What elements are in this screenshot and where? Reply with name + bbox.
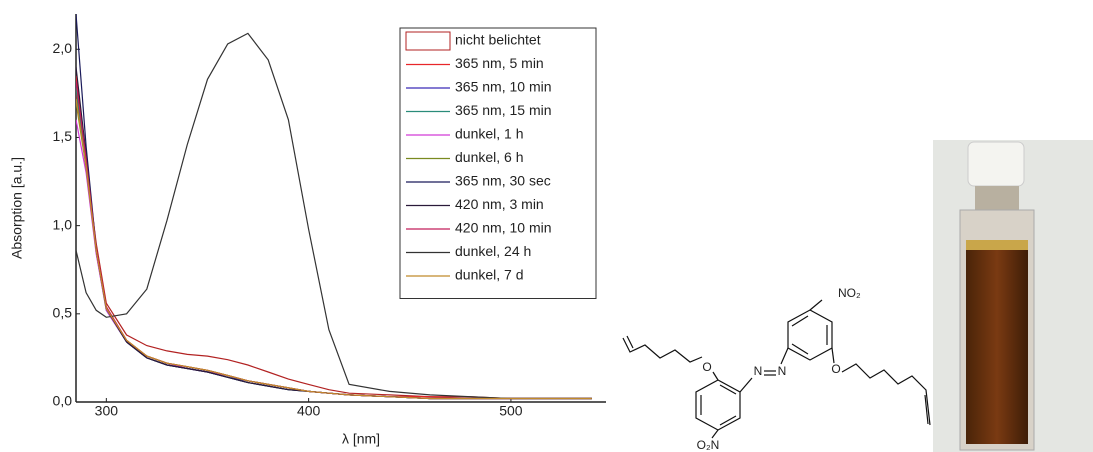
atom-label: N [778,364,787,378]
n-bond [739,377,753,393]
series-line [76,98,592,400]
x-tick-label: 500 [499,403,523,419]
y-tick-label: 2,0 [53,40,73,56]
x-tick-label: 400 [297,403,321,419]
n-bond [780,347,789,365]
plot-lines [76,13,592,400]
ring [787,309,833,361]
y-tick-label: 0,0 [53,393,73,409]
y-tick-label: 0,5 [53,305,73,321]
left-chain [622,337,703,363]
legend-label: 365 nm, 30 sec [455,173,551,189]
legend-label: dunkel, 24 h [455,243,531,259]
ring [695,379,741,431]
legend-label: nicht belichtet [455,32,541,48]
ring-bond [719,384,737,395]
atom-label: N [754,364,763,378]
y-axis-label: Absorption [a.u.] [9,157,25,259]
legend-label: 420 nm, 10 min [455,220,552,236]
ring-bond [791,315,809,327]
no2-bond [711,429,719,439]
legend-label: 365 nm, 5 min [455,55,544,71]
atom-label: O [831,362,840,376]
right-chain [841,363,931,426]
legend-label: 365 nm, 15 min [455,102,552,118]
photo [933,140,1093,452]
o-bond [712,371,719,381]
ring-bond [719,415,737,426]
o-bond [831,347,835,364]
legend-label: dunkel, 1 h [455,126,524,142]
series-line [76,93,592,400]
meniscus [966,240,1028,250]
legend-box [399,27,597,299]
molecule: NO₂ O N N O O₂N [622,286,931,452]
no2-bond [809,299,823,311]
legend-symbol [405,31,451,51]
legend-label: dunkel, 7 d [455,267,524,283]
ring-bond [791,343,809,355]
legend-label: dunkel, 6 h [455,149,524,165]
atom-label: NO₂ [838,286,861,300]
x-axis-label: λ [nm] [342,431,380,447]
atom-label: O₂N [697,438,720,452]
y-tick-label: 1,5 [53,128,73,144]
x-tick-label: 300 [95,403,119,419]
legend-label: 420 nm, 3 min [455,196,544,212]
alkene-bond [924,394,929,425]
y-tick-label: 1,0 [53,216,73,232]
chart: 0,0 0,5 1,0 1,5 2,0 300 400 500 λ [nm] Absorption… [9,13,606,447]
legend-label: 365 nm, 10 min [455,79,552,95]
series-line [76,32,592,400]
alkene-bond [626,335,634,349]
liquid [966,248,1028,444]
atom-label: O [702,360,711,374]
cap [967,141,1025,187]
